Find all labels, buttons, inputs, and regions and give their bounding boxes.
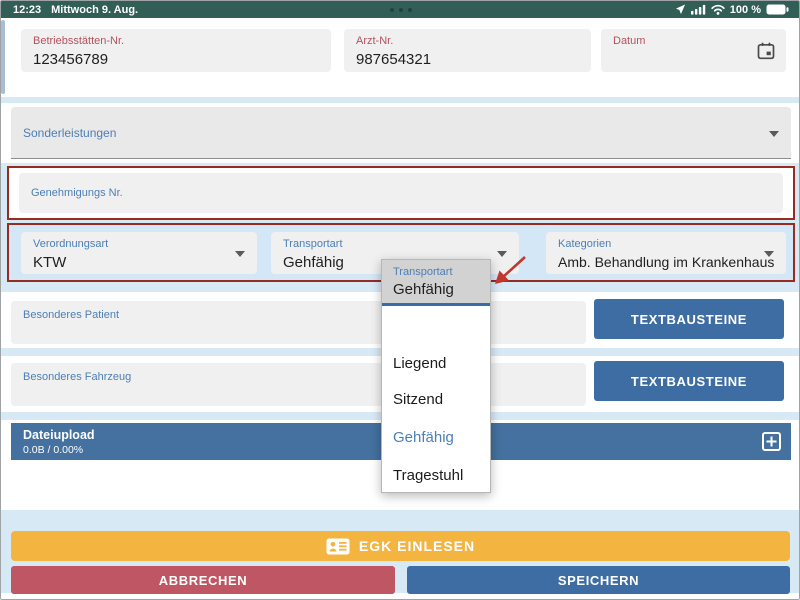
besonderes-patient-label: Besonderes Patient xyxy=(23,309,120,321)
abbrechen-button[interactable]: ABBRECHEN xyxy=(11,566,395,594)
panel-bottom-strip xyxy=(1,593,799,599)
wifi-icon xyxy=(711,4,725,15)
sonderleistungen-select[interactable]: Sonderleistungen xyxy=(11,107,791,159)
chevron-down-icon xyxy=(235,251,245,257)
betriebsstaetten-nr-value: 123456789 xyxy=(33,51,109,68)
chevron-down-icon xyxy=(497,251,507,257)
genehmigungs-nr-field[interactable]: Genehmigungs Nr. xyxy=(19,173,783,213)
kategorien-label: Kategorien xyxy=(558,238,612,250)
datum-label: Datum xyxy=(613,35,646,47)
verordnungsart-label: Verordnungsart xyxy=(33,238,109,250)
speichern-button[interactable]: SPEICHERN xyxy=(407,566,790,594)
egk-einlesen-label: EGK EINLESEN xyxy=(358,538,476,554)
kategorien-select[interactable]: Kategorien Amb. Behandlung im Krankenhau… xyxy=(546,232,786,274)
datum-field[interactable]: Datum xyxy=(601,29,786,72)
arzt-nr-label: Arzt-Nr. xyxy=(356,35,394,47)
besonderes-patient-field[interactable]: Besonderes Patient xyxy=(11,301,586,344)
besonderes-fahrzeug-field[interactable]: Besonderes Fahrzeug xyxy=(11,363,586,406)
cellular-signal-icon xyxy=(690,4,706,15)
id-card-icon xyxy=(326,538,350,555)
dropdown-option-tragestuhl[interactable]: Tragestuhl xyxy=(393,467,464,484)
dropdown-option-gehfaehig[interactable]: Gehfähig xyxy=(393,429,454,446)
arzt-nr-field[interactable]: Arzt-Nr. 987654321 xyxy=(344,29,591,72)
verordnungsart-value: KTW xyxy=(33,254,67,271)
textbausteine-patient-button[interactable]: TEXTBAUSTEINE xyxy=(594,299,784,339)
dropdown-option-liegend[interactable]: Liegend xyxy=(393,355,447,372)
kategorien-value: Amb. Behandlung im Krankenhaus xyxy=(558,254,775,270)
scroll-indicator[interactable] xyxy=(1,20,5,94)
battery-icon xyxy=(766,4,789,15)
transportart-label: Transportart xyxy=(283,238,343,250)
dropdown-header-value: Gehfähig xyxy=(393,281,454,298)
betriebsstaetten-nr-label: Betriebsstätten-Nr. xyxy=(33,35,125,47)
besonderes-fahrzeug-label: Besonderes Fahrzeug xyxy=(23,371,132,383)
status-date: Mittwoch 9. Aug. xyxy=(51,3,139,16)
dropdown-header-label: Transportart xyxy=(393,266,453,278)
sonderleistungen-label: Sonderleistungen xyxy=(23,125,117,140)
transportart-dropdown: Transportart Gehfähig Liegend Sitzend Ge… xyxy=(381,259,491,493)
plus-icon xyxy=(766,436,777,447)
chevron-down-icon xyxy=(764,251,774,257)
status-time: 12:23 xyxy=(13,3,42,16)
location-arrow-icon xyxy=(675,4,686,15)
betriebsstaetten-nr-field[interactable]: Betriebsstätten-Nr. 123456789 xyxy=(21,29,331,72)
genehmigungs-nr-label: Genehmigungs Nr. xyxy=(31,187,123,199)
chevron-down-icon xyxy=(769,130,779,137)
transportart-dropdown-header[interactable]: Transportart Gehfähig xyxy=(382,260,490,306)
calendar-icon[interactable] xyxy=(756,41,776,66)
egk-einlesen-button[interactable]: EGK EINLESEN xyxy=(11,531,790,561)
dateiupload-progress: 0.0B / 0.00% xyxy=(23,444,84,456)
status-bar: 12:23 Mittwoch 9. Aug. xyxy=(1,1,799,18)
verordnungsart-select[interactable]: Verordnungsart KTW xyxy=(21,232,257,274)
add-file-button[interactable] xyxy=(762,432,781,451)
genehmigungs-nr-errorbox: Genehmigungs Nr. xyxy=(7,166,795,220)
arzt-nr-value: 987654321 xyxy=(356,51,432,68)
dateiupload-title: Dateiupload xyxy=(23,428,95,442)
transportart-value: Gehfähig xyxy=(283,254,344,271)
battery-percent: 100 % xyxy=(729,3,761,16)
textbausteine-fahrzeug-button[interactable]: TEXTBAUSTEINE xyxy=(594,361,784,401)
dropdown-option-sitzend[interactable]: Sitzend xyxy=(393,391,444,408)
